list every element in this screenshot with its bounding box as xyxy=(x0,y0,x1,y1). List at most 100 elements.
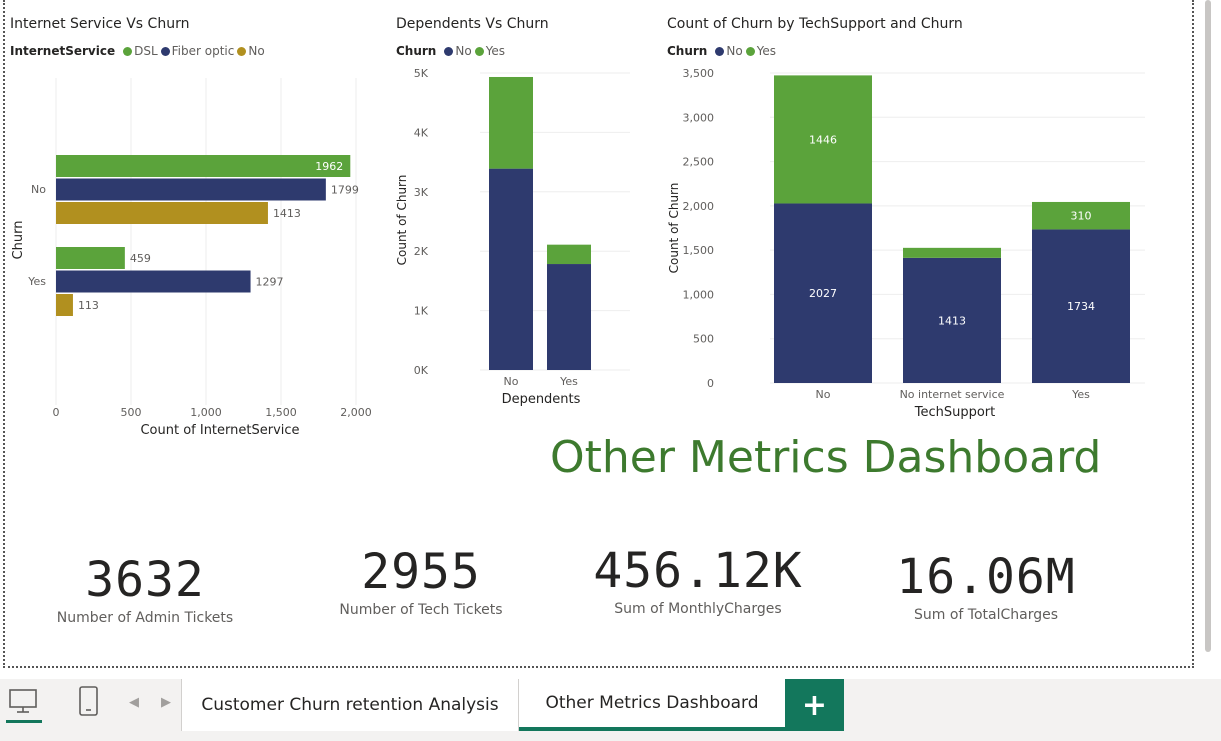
x-axis-label: TechSupport xyxy=(914,405,996,420)
legend-item-yes[interactable]: Yes xyxy=(756,44,777,58)
x-tick-label: Yes xyxy=(559,375,578,388)
tab-other-metrics[interactable]: Other Metrics Dashboard xyxy=(519,679,785,731)
add-page-button[interactable]: + xyxy=(785,679,844,731)
bar xyxy=(56,294,73,316)
y-tick-label: 2,000 xyxy=(683,200,715,213)
kpi-value: 2955 xyxy=(361,544,481,600)
kpi-monthly-charges[interactable]: 456.12K Sum of MonthlyCharges xyxy=(578,543,818,617)
y-tick-label: 3,000 xyxy=(683,111,715,124)
vertical-scrollbar[interactable] xyxy=(1205,0,1211,652)
data-label: 1297 xyxy=(256,276,284,289)
page-tab-bar: ◀ ▶ Customer Churn retention Analysis Ot… xyxy=(0,679,1221,741)
data-label: 1446 xyxy=(809,133,837,146)
x-tick-label: 500 xyxy=(121,406,142,419)
dependents-chart-title: Dependents Vs Churn xyxy=(396,16,549,32)
bar xyxy=(56,178,326,201)
legend-title: InternetService xyxy=(10,44,116,58)
kpi-admin-tickets[interactable]: 3632 Number of Admin Tickets xyxy=(40,552,250,626)
y-tick-label: 2K xyxy=(414,245,429,258)
kpi-total-charges[interactable]: 16.06M Sum of TotalCharges xyxy=(876,549,1096,623)
bar xyxy=(774,203,872,383)
legend-dot-yes xyxy=(745,46,755,56)
y-tick-label: 1,500 xyxy=(683,244,715,257)
data-label: 1962 xyxy=(315,160,343,173)
legend-dot-fiber xyxy=(160,46,170,56)
bar xyxy=(547,244,591,265)
dashboard-headline: Other Metrics Dashboard xyxy=(550,432,1102,483)
y-tick-label: 1K xyxy=(414,305,429,318)
kpi-value: 456.12K xyxy=(593,543,803,599)
y-tick-label: No xyxy=(31,183,46,196)
bar xyxy=(1032,201,1130,230)
phone-view-button[interactable] xyxy=(78,685,100,721)
legend-dot-no xyxy=(444,46,454,56)
bar xyxy=(774,75,872,204)
bar xyxy=(56,247,125,269)
legend-item-yes[interactable]: Yes xyxy=(485,44,506,58)
x-tick-label: 1,000 xyxy=(190,406,222,419)
techsupport-chart[interactable]: 0 500 1,000 1,500 2,000 2,500 3,000 3,500 Count … xyxy=(660,60,1180,425)
tab-divider xyxy=(181,679,182,731)
bar xyxy=(903,257,1001,383)
x-tick-label: Yes xyxy=(1071,388,1090,401)
bar xyxy=(903,247,1001,258)
y-tick-label: 5K xyxy=(414,67,429,80)
legend-item-dsl[interactable]: DSL xyxy=(134,44,158,58)
kpi-value: 16.06M xyxy=(896,549,1076,605)
x-tick-label: No xyxy=(816,388,831,401)
internet-chart-legend[interactable]: InternetService DSL Fiber optic No xyxy=(10,44,265,58)
bar xyxy=(489,168,533,370)
legend-item-fiber[interactable]: Fiber optic xyxy=(171,44,235,58)
x-tick-label: No xyxy=(504,375,519,388)
bar xyxy=(56,270,251,293)
data-label: 310 xyxy=(1071,210,1092,223)
legend-dot-dsl xyxy=(123,46,133,56)
kpi-value: 3632 xyxy=(85,552,205,608)
legend-item-no[interactable]: No xyxy=(248,44,265,58)
kpi-tech-tickets[interactable]: 2955 Number of Tech Tickets xyxy=(316,544,526,618)
x-axis-label: Dependents xyxy=(502,392,581,407)
bar xyxy=(56,202,268,224)
bar xyxy=(1032,229,1130,383)
y-axis-label: Count of Churn xyxy=(395,175,409,266)
legend-title: Churn xyxy=(667,44,708,58)
legend-dot-yes xyxy=(474,46,484,56)
x-tick-label: 2,000 xyxy=(340,406,372,419)
data-label: 1734 xyxy=(1067,300,1095,313)
y-tick-label: 500 xyxy=(693,333,714,346)
desktop-icon xyxy=(6,689,42,723)
data-label: 2027 xyxy=(809,287,837,300)
data-label: 1799 xyxy=(331,184,359,197)
y-tick-label: 0 xyxy=(707,377,714,390)
y-tick-label: 3K xyxy=(414,186,429,199)
x-axis-label: Count of InternetService xyxy=(140,423,299,438)
y-tick-label: 3,500 xyxy=(683,67,715,80)
x-tick-label: 1,500 xyxy=(265,406,297,419)
report-canvas xyxy=(3,0,1194,668)
desktop-view-button[interactable] xyxy=(6,687,42,723)
legend-title: Churn xyxy=(396,44,437,58)
techsupport-chart-legend[interactable]: Churn No Yes xyxy=(667,44,776,58)
bar xyxy=(547,264,591,370)
dependents-chart[interactable]: 0K 1K 2K 3K 4K 5K Count of Churn No Yes Dependent… xyxy=(390,60,650,415)
y-tick-label: 0K xyxy=(414,364,429,377)
chevron-right-icon[interactable]: ▶ xyxy=(161,695,171,710)
legend-item-no[interactable]: No xyxy=(726,44,743,58)
tab-customer-churn[interactable]: Customer Churn retention Analysis xyxy=(182,679,518,731)
dependents-chart-legend[interactable]: Churn No Yes xyxy=(396,44,505,58)
y-tick-label: 2,500 xyxy=(683,156,715,169)
internet-chart-title: Internet Service Vs Churn xyxy=(10,16,190,32)
phone-icon xyxy=(79,686,98,716)
internet-chart[interactable]: 0 500 1,000 1,500 2,000 Count of InternetServ… xyxy=(0,60,390,445)
techsupport-chart-title: Count of Churn by TechSupport and Churn xyxy=(667,16,963,32)
legend-item-no[interactable]: No xyxy=(455,44,472,58)
y-tick-label: 1,000 xyxy=(683,288,715,301)
data-label: 1413 xyxy=(273,207,301,220)
x-tick-label: No internet service xyxy=(900,388,1005,401)
y-axis-label: Churn xyxy=(11,221,26,260)
legend-dot-no xyxy=(237,46,247,56)
y-axis-label: Count of Churn xyxy=(667,183,681,274)
kpi-label: Sum of TotalCharges xyxy=(913,607,1059,623)
chevron-left-icon[interactable]: ◀ xyxy=(129,695,139,710)
bar xyxy=(489,76,533,169)
